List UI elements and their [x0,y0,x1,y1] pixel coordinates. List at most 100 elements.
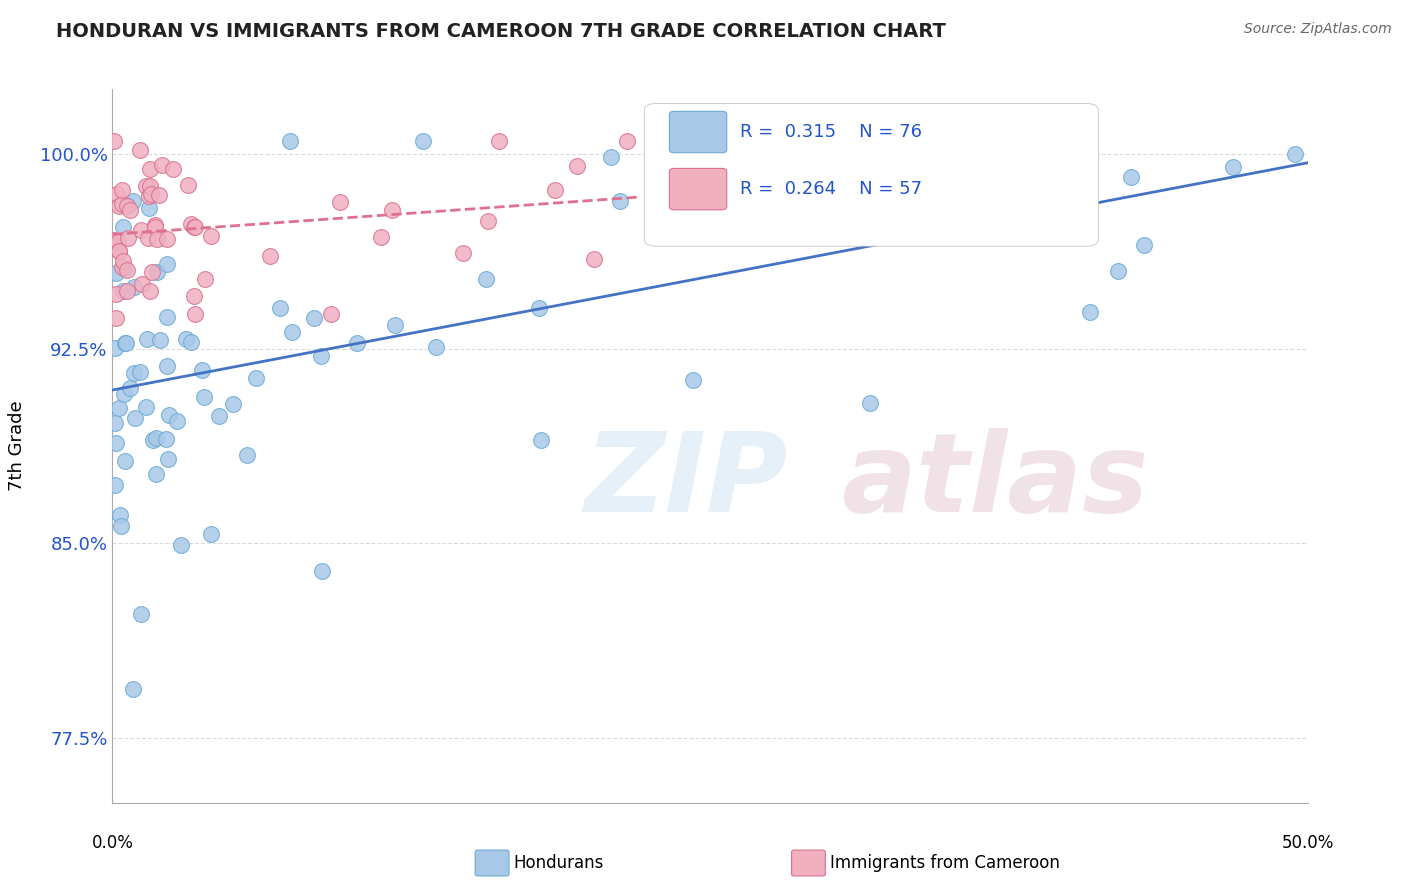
Point [259,248,281,262]
Point [107,244,129,259]
Point [311,564,333,578]
Point [475,272,498,286]
Point [527,301,550,316]
Point [135,400,157,414]
Point [565,159,588,173]
Point [138,201,160,215]
Point [146,232,169,246]
Point [302,311,325,326]
FancyBboxPatch shape [644,103,1098,246]
Point [122,682,145,697]
Point [346,335,368,350]
Point [128,144,150,158]
Point [616,134,638,148]
Point [609,194,631,208]
Point [117,231,139,245]
FancyBboxPatch shape [669,112,727,153]
Point [156,257,179,271]
Text: ZIP: ZIP [585,428,787,535]
Point [1017,134,1039,148]
Point [155,432,177,446]
Point [269,301,291,315]
Point [143,219,166,234]
Point [544,183,567,197]
Point [129,223,152,237]
Point [170,538,193,552]
Point [117,199,139,213]
Point [1222,160,1244,174]
Point [110,260,132,275]
Point [174,332,197,346]
Point [138,231,160,245]
Point [138,178,160,193]
Point [114,336,136,351]
Point [1121,169,1143,184]
Point [221,397,243,411]
Y-axis label: 7th Grade: 7th Grade [7,401,25,491]
Point [131,277,153,291]
Point [166,414,188,428]
Point [162,162,184,177]
Point [115,285,138,299]
Point [412,134,434,148]
Point [281,325,304,339]
Point [156,359,179,373]
Point [110,518,132,533]
Point [190,362,212,376]
Point [1078,305,1101,319]
Point [122,366,145,380]
Point [157,408,180,422]
Point [1038,134,1060,148]
Point [651,180,673,194]
Point [148,187,170,202]
Point [180,218,202,232]
Point [103,233,125,247]
Point [600,150,623,164]
Point [108,199,131,213]
Point [104,239,127,253]
Point [278,134,301,148]
Point [139,284,162,298]
Point [451,246,474,260]
Point [128,365,150,379]
Point [149,333,172,347]
Point [859,396,882,410]
Point [321,307,343,321]
Text: Hondurans: Hondurans [513,855,603,872]
Point [135,179,157,194]
Point [141,186,163,201]
Text: Source: ZipAtlas.com: Source: ZipAtlas.com [1244,22,1392,37]
Point [245,371,267,385]
Point [425,340,447,354]
Point [184,220,207,235]
Point [114,335,136,350]
Point [180,334,202,349]
Text: 50.0%: 50.0% [1281,834,1334,852]
Point [107,244,129,258]
Text: HONDURAN VS IMMIGRANTS FROM CAMEROON 7TH GRADE CORRELATION CHART: HONDURAN VS IMMIGRANTS FROM CAMEROON 7TH… [56,22,946,41]
Point [329,194,352,209]
Point [122,194,145,208]
Point [105,287,128,301]
Point [112,254,135,268]
Point [236,448,259,462]
Point [156,310,179,324]
Point [583,252,606,266]
Point [118,203,141,218]
Point [1133,238,1156,252]
Point [1284,147,1306,161]
Point [183,219,205,234]
Point [105,186,128,201]
Point [107,401,129,416]
Point [107,235,129,249]
Point [104,310,127,325]
Point [530,434,553,448]
Point [122,280,145,294]
Point [139,162,162,177]
Point [194,272,217,286]
Point [146,265,169,279]
Point [143,218,166,232]
Point [370,230,392,244]
Point [145,431,167,445]
Point [105,435,128,450]
